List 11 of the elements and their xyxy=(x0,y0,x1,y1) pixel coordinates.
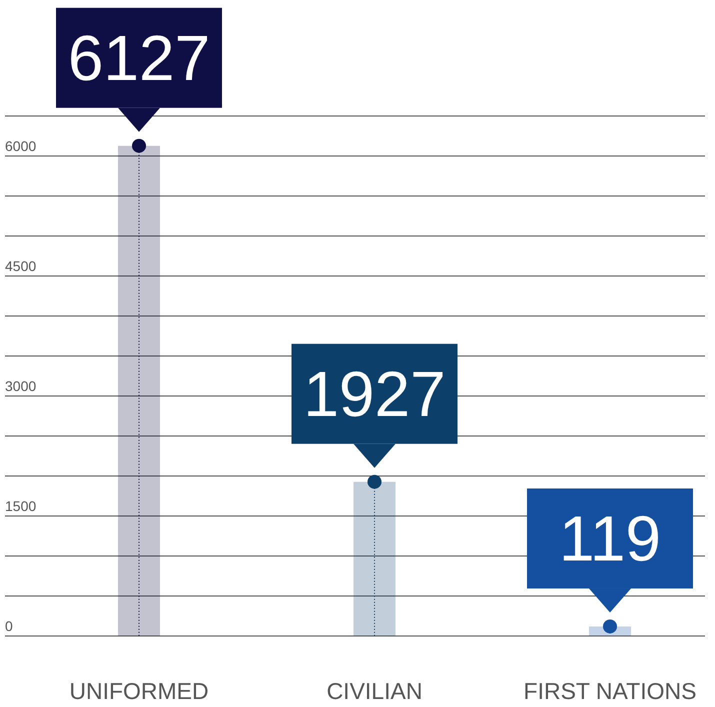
data-label: 1927 xyxy=(303,358,446,430)
y-tick-label: 4500 xyxy=(5,258,36,274)
x-tick-label: UNIFORMED xyxy=(69,678,209,704)
y-tick-label: 0 xyxy=(5,618,13,634)
x-tick-label: FIRST NATIONS xyxy=(524,678,696,704)
y-tick-label: 1500 xyxy=(5,498,36,514)
y-tick-label: 6000 xyxy=(5,138,36,154)
data-label: 119 xyxy=(558,502,662,574)
data-label: 6127 xyxy=(68,22,210,94)
x-tick-label: CIVILIAN xyxy=(326,678,422,704)
y-tick-label: 3000 xyxy=(5,378,36,394)
